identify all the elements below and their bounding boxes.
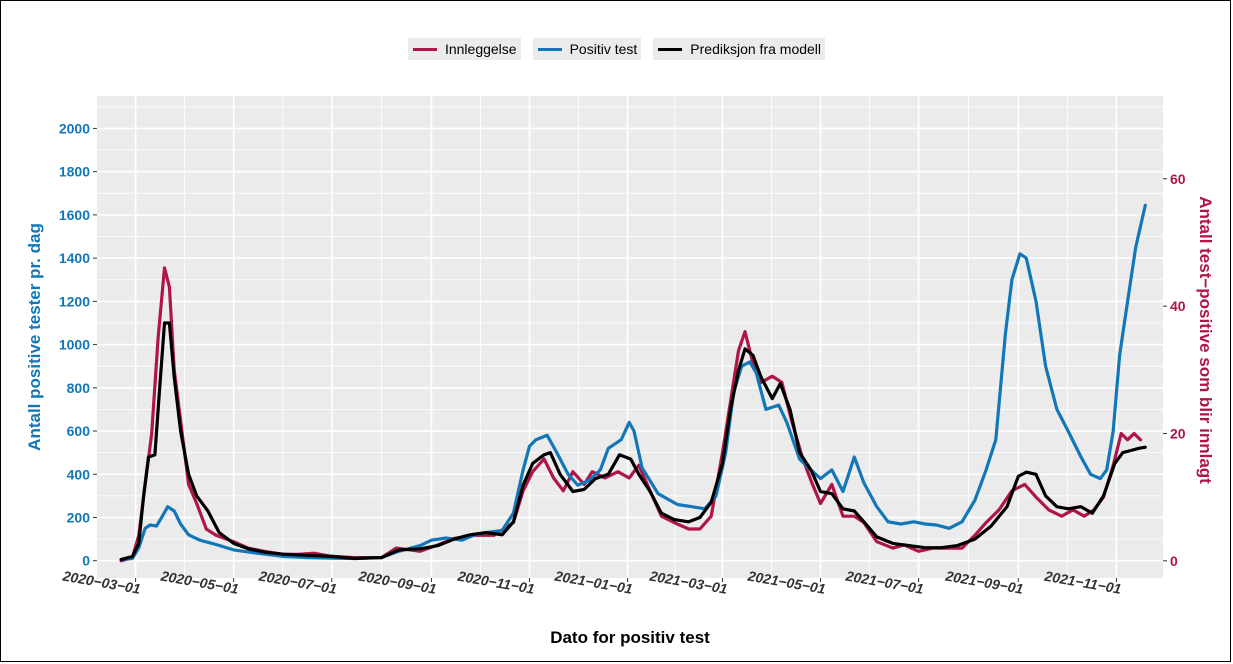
legend-label-innleggelse: Innleggelse — [444, 41, 517, 57]
y-right-tick-label: 20 — [1170, 425, 1186, 441]
y-left-tick-label: 1800 — [59, 164, 90, 180]
y-axis-left-title: Antall positive tester pr. dag — [25, 223, 44, 451]
y-left-tick-label: 600 — [67, 423, 91, 439]
y-right-tick-label: 40 — [1170, 298, 1186, 314]
legend-key-innleggelse — [412, 47, 437, 51]
y-right-tick-label: 0 — [1170, 553, 1178, 569]
series-line-prediksjon — [119, 321, 1147, 562]
legend-label-positiv-test: Positiv test — [569, 41, 638, 57]
legend-item-prediksjon: Prediksjon fra modell — [653, 38, 826, 60]
y-left-tick-label: 400 — [67, 466, 91, 482]
x-axis-title: Dato for positiv test — [550, 628, 710, 647]
y-left-tick-label: 1600 — [59, 207, 90, 223]
legend-item-innleggelse: Innleggelse — [407, 38, 521, 60]
y-left-tick-label: 1400 — [59, 250, 90, 266]
grid-lines — [86, 96, 1166, 583]
legend: Innleggelse Positiv test Prediksjon fra … — [0, 38, 1233, 60]
y-right-tick-label: 60 — [1170, 171, 1186, 187]
series-group — [119, 203, 1147, 563]
y-left-tick-label: 2000 — [59, 120, 90, 136]
legend-key-prediksjon — [658, 47, 683, 51]
legend-key-positiv-test — [537, 47, 562, 51]
legend-label-prediksjon: Prediksjon fra modell — [690, 41, 822, 57]
y-left-tick-label: 800 — [67, 380, 91, 396]
y-left-tick-label: 0 — [82, 553, 90, 569]
plot-panel — [97, 96, 1163, 578]
series-line-positiv-test — [119, 203, 1147, 562]
y-left-tick-label: 200 — [67, 509, 91, 525]
y-left-tick-label: 1000 — [59, 337, 90, 353]
legend-item-positiv-test: Positiv test — [532, 38, 642, 60]
y-left-tick-label: 1200 — [59, 293, 90, 309]
y-axis-right-title: Antall test−positive som blir innlagt — [1196, 196, 1215, 484]
